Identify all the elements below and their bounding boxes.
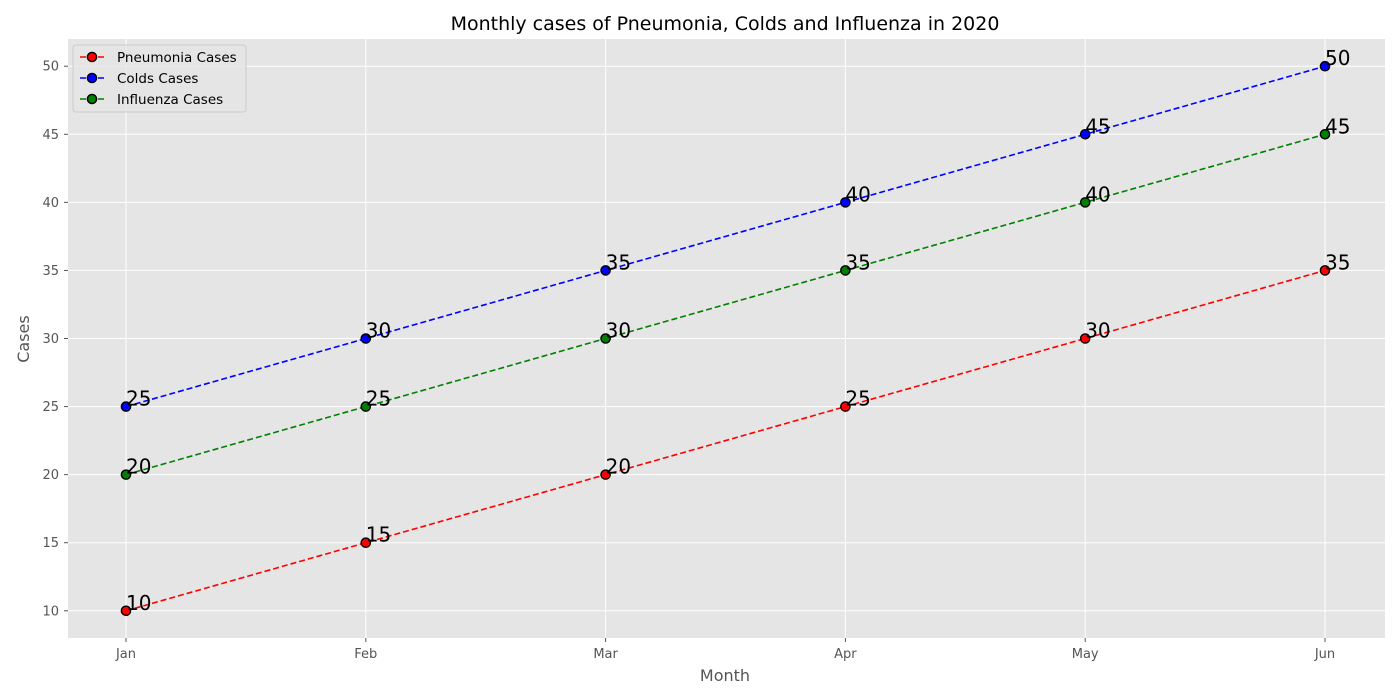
data-label-pneumonia-cases: 10 [126,591,151,615]
legend-label-influenza-cases: Influenza Cases [117,92,223,108]
y-axis-ticks: 10 15 20 25 30 35 40 45 50 [42,60,68,619]
data-point-pneumonia-cases [840,401,851,412]
legend-marker-influenza-cases [86,93,98,105]
data-label-colds-cases: 40 [845,182,870,206]
series-line-colds-cases [125,65,1326,408]
legend-marker-colds-cases [86,72,98,84]
y-axis-label: Cases [14,315,33,363]
data-point-pneumonia-cases [360,537,372,549]
legend-label-pneumonia-cases: Pneumonia Cases [117,50,237,66]
legend-marker-pneumonia-cases [86,51,98,63]
x-axis-ticks: Jan Feb Mar Apr May Jun [115,638,1335,662]
y-tick-label: 20 [42,468,59,483]
x-tick-label: Mar [593,647,618,662]
data-label-influenza-cases: 25 [366,387,391,411]
y-tick-label: 25 [42,400,59,415]
data-point-influenza-cases [360,401,372,412]
x-tick-label: May [1072,647,1099,662]
x-tick-label: Jan [115,647,136,662]
data-label-influenza-cases: 30 [606,319,631,343]
data-label-colds-cases: 35 [606,250,631,274]
x-tick-label: Feb [354,647,377,662]
data-label-influenza-cases: 45 [1325,114,1350,138]
data-point-influenza-cases [1319,128,1331,140]
data-point-colds-cases [120,401,132,412]
data-point-colds-cases [1079,128,1091,140]
x-axis-label: Month [700,666,750,685]
data-label-pneumonia-cases: 35 [1325,250,1350,274]
data-markers [120,60,1331,617]
legend-box [72,44,247,113]
data-label-pneumonia-cases: 25 [845,387,870,411]
x-tick-label: Apr [834,647,857,662]
y-tick-label: 10 [42,604,59,619]
data-point-pneumonia-cases [120,605,132,617]
data-point-colds-cases [840,197,851,208]
data-point-pneumonia-cases [1079,333,1091,344]
data-point-colds-cases [600,265,611,276]
data-label-pneumonia-cases: 30 [1085,319,1110,343]
data-label-colds-cases: 45 [1085,114,1110,138]
x-tick-label: Jun [1314,647,1335,662]
data-label-influenza-cases: 35 [845,250,870,274]
data-label-pneumonia-cases: 15 [366,523,391,547]
y-tick-label: 15 [42,536,59,551]
y-tick-label: 45 [42,128,59,143]
data-labels: 10 15 20 25 30 35 25 30 35 40 45 50 20 25 30 35 40 45 [126,46,1350,615]
data-label-pneumonia-cases: 20 [606,455,631,479]
data-point-colds-cases [1319,60,1331,72]
series-line-pneumonia-cases [125,269,1326,612]
data-label-colds-cases: 25 [126,387,151,411]
data-point-influenza-cases [840,265,851,276]
data-point-colds-cases [360,333,372,344]
legend: Pneumonia Cases Colds Cases Influenza Case… [72,44,247,113]
data-point-pneumonia-cases [600,469,611,480]
data-point-influenza-cases [600,333,611,344]
series-line-influenza-cases [125,133,1326,476]
data-label-influenza-cases: 40 [1085,182,1110,206]
data-point-pneumonia-cases [1319,265,1331,276]
y-tick-label: 30 [42,332,59,347]
data-label-colds-cases: 30 [366,319,391,343]
y-tick-label: 50 [42,60,59,75]
y-tick-label: 40 [42,196,59,211]
data-label-influenza-cases: 20 [126,455,151,479]
data-point-influenza-cases [120,469,132,480]
legend-label-colds-cases: Colds Cases [117,71,198,87]
chart-title: Monthly cases of Pneumonia, Colds and In… [451,13,1000,35]
data-label-colds-cases: 50 [1325,46,1350,70]
y-tick-label: 35 [42,264,59,279]
series-lines [125,65,1326,612]
data-point-influenza-cases [1079,197,1091,208]
